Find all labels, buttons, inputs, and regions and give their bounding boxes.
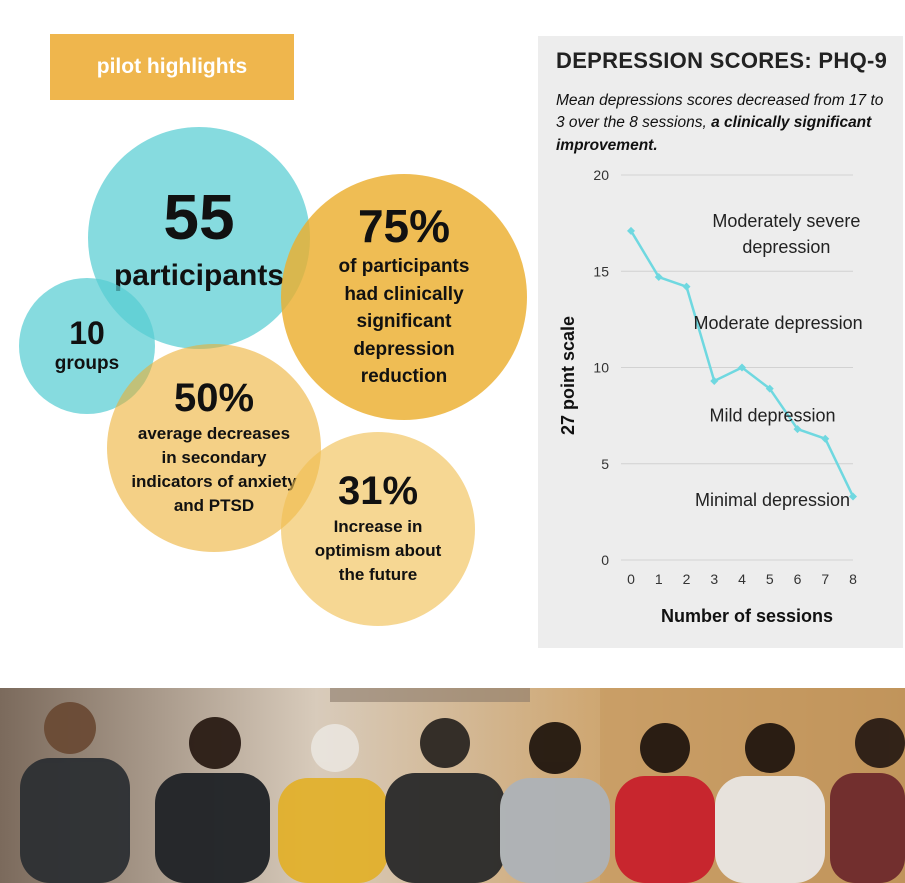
- optimism-value: 31%: [337, 469, 419, 514]
- data-point: [821, 434, 830, 443]
- panel-title: DEPRESSION SCORES: PHQ-9: [556, 48, 888, 73]
- optimism-bubble: 31% Increase in optimism about the futur…: [281, 432, 475, 626]
- chart-annotation: Mild depression: [709, 405, 835, 425]
- group-photo-illustration: [0, 688, 905, 883]
- reduction-desc-line: of participants: [338, 256, 470, 278]
- optimism-desc-line: the future: [338, 564, 418, 584]
- banner-label: pilot highlights: [96, 55, 248, 78]
- x-tick-label: 2: [683, 571, 691, 587]
- reduction-desc-line: depression: [353, 338, 455, 360]
- reduction-value: 75%: [357, 200, 451, 253]
- x-tick-label: 3: [710, 571, 718, 587]
- depression-chart-panel: DEPRESSION SCORES: PHQ-9 Mean depression…: [538, 36, 903, 648]
- x-tick-label: 0: [627, 571, 635, 587]
- y-tick-label: 10: [593, 360, 609, 376]
- depression-line-chart: 0 5 10 15 20 0 1 2 3 4 5 6 7 8 Number of sessions 27 po…: [558, 167, 863, 626]
- data-point: [738, 363, 746, 372]
- reduction-desc-line: reduction: [360, 366, 448, 388]
- x-tick-label: 8: [849, 571, 857, 587]
- x-tick-label: 5: [766, 571, 774, 587]
- x-tick-label: 4: [738, 571, 746, 587]
- y-axis-label: 27 point scale: [558, 316, 578, 435]
- participants-value: 55: [163, 180, 235, 253]
- x-tick-label: 1: [655, 571, 663, 587]
- data-point: [849, 492, 857, 501]
- y-tick-label: 5: [601, 456, 609, 472]
- reduction-desc: of participants had clinically significa…: [339, 253, 470, 391]
- optimism-desc-line: optimism about: [314, 541, 442, 561]
- chart-annotation: Moderately severe: [712, 211, 860, 231]
- x-tick-label: 7: [821, 571, 829, 587]
- reduction-desc-line: had clinically: [344, 283, 464, 305]
- data-point: [682, 282, 691, 291]
- panel-subtitle-text: Mean depressions scores decreased from 1…: [556, 92, 884, 132]
- data-point: [765, 384, 774, 393]
- panel-subtitle-emphasis: a clinically significant improvement.: [556, 114, 872, 154]
- data-point: [793, 425, 802, 434]
- optimism-desc: Increase in optimism about the future: [315, 515, 442, 586]
- data-point: [627, 226, 635, 235]
- panel-subtitle: Mean depressions scores decreased from 1…: [556, 90, 896, 157]
- y-tick-label: 0: [601, 552, 609, 568]
- groups-label: groups: [54, 353, 120, 374]
- reduction-bubble: 75% of participants had clinically signi…: [281, 174, 527, 420]
- optimism-desc-line: Increase in: [333, 517, 423, 537]
- chart-annotation: Moderate depression: [694, 313, 863, 333]
- data-point: [654, 273, 663, 282]
- y-tick-label: 15: [593, 263, 609, 279]
- x-axis-label: Number of sessions: [661, 606, 833, 626]
- secondary-desc: average decreases in secondary indicator…: [131, 422, 296, 517]
- section-banner: pilot highlights: [50, 34, 294, 100]
- secondary-desc-line: in secondary: [161, 448, 267, 468]
- participants-label: participants: [113, 258, 285, 292]
- y-tick-label: 20: [593, 167, 609, 183]
- secondary-desc-line: average decreases: [137, 424, 291, 444]
- data-point: [710, 376, 719, 385]
- secondary-desc-line: indicators of anxiety: [131, 472, 297, 491]
- chart-annotation: depression: [742, 237, 830, 257]
- secondary-desc-line: and PTSD: [173, 495, 255, 515]
- secondary-value: 50%: [173, 376, 255, 421]
- group-photo: [0, 688, 905, 883]
- chart-annotation: Minimal depression: [695, 490, 850, 510]
- reduction-desc-line: significant: [356, 311, 452, 333]
- groups-value: 10: [69, 315, 105, 351]
- x-tick-label: 6: [794, 571, 802, 587]
